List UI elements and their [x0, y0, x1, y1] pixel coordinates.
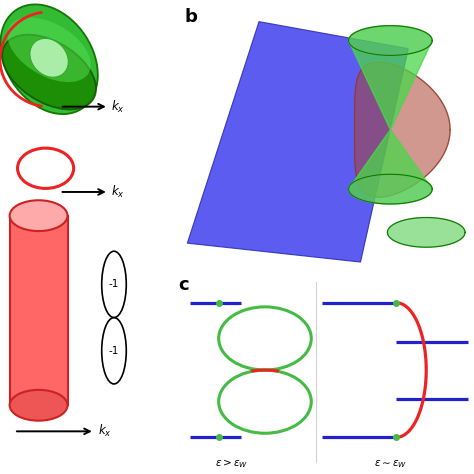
Polygon shape — [348, 41, 432, 130]
Text: -1: -1 — [109, 279, 119, 290]
Polygon shape — [348, 174, 432, 204]
Polygon shape — [387, 218, 465, 247]
Ellipse shape — [9, 390, 67, 421]
Ellipse shape — [0, 4, 98, 114]
Ellipse shape — [2, 35, 96, 109]
Polygon shape — [348, 26, 432, 130]
Text: $\varepsilon \sim \varepsilon_W$: $\varepsilon \sim \varepsilon_W$ — [374, 458, 407, 470]
Text: $\varepsilon > \varepsilon_W$: $\varepsilon > \varepsilon_W$ — [216, 457, 249, 470]
Polygon shape — [348, 26, 432, 55]
Text: $k_x$: $k_x$ — [111, 184, 125, 200]
Text: $k_x$: $k_x$ — [111, 99, 125, 115]
Bar — [9, 216, 67, 405]
Polygon shape — [187, 22, 408, 262]
Text: b: b — [184, 8, 197, 26]
Polygon shape — [348, 130, 432, 189]
Text: -1: -1 — [109, 346, 119, 356]
Text: c: c — [178, 276, 189, 294]
Polygon shape — [348, 130, 432, 204]
Text: $k_x$: $k_x$ — [98, 423, 112, 439]
Ellipse shape — [8, 18, 91, 82]
Ellipse shape — [30, 38, 68, 77]
Ellipse shape — [9, 200, 67, 231]
Polygon shape — [355, 62, 450, 197]
